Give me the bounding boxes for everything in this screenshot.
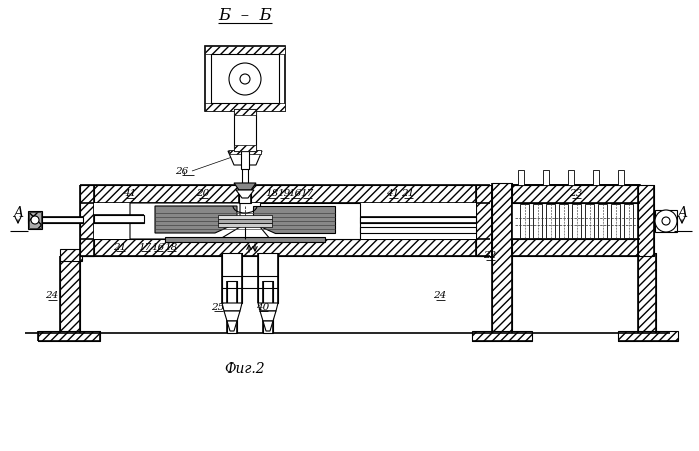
Polygon shape: [227, 321, 237, 331]
Text: 41: 41: [124, 189, 136, 198]
Bar: [94, 215, 144, 223]
Text: 18: 18: [266, 189, 279, 198]
Text: A: A: [677, 206, 687, 220]
Circle shape: [662, 217, 670, 225]
Bar: [638, 185, 654, 256]
Polygon shape: [228, 151, 262, 165]
Bar: [572, 204, 581, 238]
Bar: [618, 170, 624, 185]
Bar: [476, 185, 492, 256]
Bar: [546, 204, 555, 238]
Bar: [618, 331, 678, 341]
Bar: [80, 239, 490, 256]
Text: Б  –  Б: Б – Б: [218, 8, 272, 24]
Bar: [229, 150, 261, 154]
Bar: [512, 239, 640, 256]
Bar: [559, 204, 568, 238]
Bar: [94, 203, 476, 239]
Polygon shape: [224, 311, 240, 321]
Bar: [80, 185, 94, 256]
Polygon shape: [130, 203, 240, 239]
Text: 21: 21: [113, 243, 127, 252]
Bar: [211, 54, 279, 103]
Bar: [60, 256, 80, 333]
Bar: [234, 109, 256, 115]
Circle shape: [655, 210, 677, 232]
Text: 16: 16: [289, 189, 302, 198]
Bar: [218, 215, 272, 219]
Bar: [655, 210, 677, 232]
Text: 21: 21: [401, 189, 415, 198]
Polygon shape: [234, 183, 256, 190]
Bar: [472, 331, 532, 341]
Polygon shape: [253, 206, 335, 233]
Bar: [60, 249, 82, 261]
Circle shape: [240, 74, 250, 84]
Text: 41: 41: [387, 189, 400, 198]
Bar: [205, 46, 285, 54]
Text: 18: 18: [164, 243, 178, 252]
Bar: [585, 204, 594, 238]
Bar: [239, 183, 251, 203]
Bar: [218, 219, 272, 223]
Bar: [165, 237, 325, 242]
Text: 23: 23: [570, 189, 583, 198]
Polygon shape: [258, 303, 278, 311]
Bar: [598, 204, 607, 238]
Polygon shape: [260, 311, 276, 321]
Bar: [518, 170, 524, 185]
Text: Фиг.2: Фиг.2: [224, 362, 266, 376]
Bar: [205, 103, 285, 111]
Bar: [611, 204, 620, 238]
Circle shape: [229, 63, 261, 95]
Bar: [543, 170, 549, 185]
Text: 24: 24: [433, 291, 447, 300]
Bar: [222, 253, 242, 303]
Bar: [263, 281, 273, 333]
Bar: [28, 211, 42, 229]
Bar: [360, 217, 476, 223]
Bar: [258, 253, 278, 303]
Bar: [28, 217, 83, 223]
Polygon shape: [236, 190, 254, 198]
Bar: [227, 281, 237, 333]
Bar: [360, 227, 476, 233]
Circle shape: [31, 216, 39, 224]
Bar: [29, 212, 41, 228]
Bar: [218, 223, 272, 227]
Text: 17: 17: [301, 189, 314, 198]
Bar: [234, 145, 256, 151]
Polygon shape: [155, 206, 237, 233]
Bar: [512, 185, 640, 256]
Polygon shape: [263, 321, 273, 331]
Bar: [80, 185, 490, 203]
Text: 17: 17: [138, 243, 152, 252]
Bar: [533, 204, 542, 238]
Bar: [38, 331, 100, 341]
Bar: [241, 151, 249, 169]
Text: 24: 24: [45, 291, 59, 300]
Text: A: A: [13, 206, 23, 220]
Polygon shape: [260, 203, 360, 239]
Text: 25: 25: [211, 303, 224, 312]
Text: 16: 16: [152, 243, 165, 252]
Bar: [492, 183, 512, 333]
Bar: [512, 185, 640, 203]
Bar: [205, 46, 285, 111]
Bar: [234, 109, 256, 151]
Bar: [568, 170, 574, 185]
Bar: [624, 204, 633, 238]
Bar: [593, 170, 599, 185]
Text: 40: 40: [257, 303, 270, 312]
Bar: [520, 204, 529, 238]
Text: 20: 20: [196, 189, 210, 198]
Text: 19: 19: [278, 189, 291, 198]
Text: 22: 22: [484, 252, 496, 261]
Bar: [638, 253, 656, 333]
Bar: [242, 165, 248, 183]
Text: 26: 26: [175, 166, 189, 175]
Polygon shape: [222, 303, 242, 311]
